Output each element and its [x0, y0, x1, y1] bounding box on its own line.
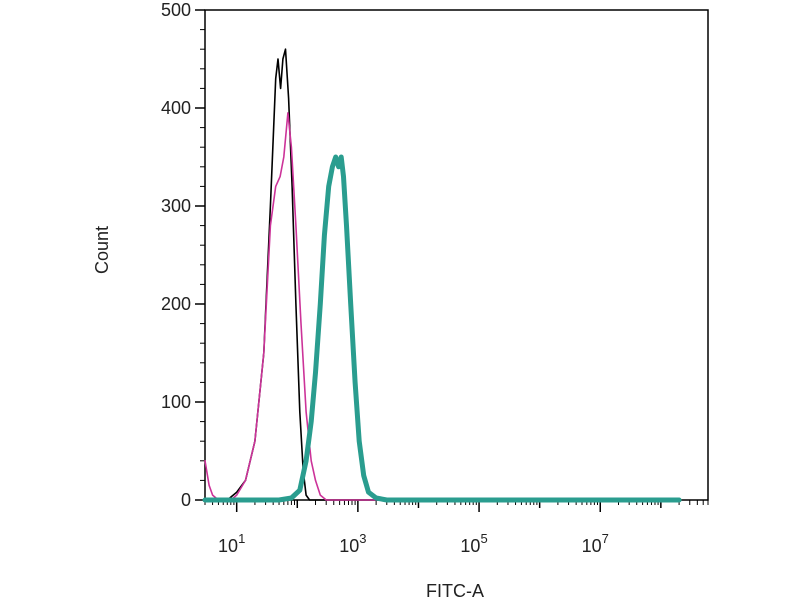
x-tick-base: 10	[218, 536, 238, 556]
x-tick-exponent: 7	[602, 531, 609, 546]
y-tick-label: 300	[161, 196, 191, 216]
histogram-series-3	[202, 154, 682, 503]
y-axis-title: Count	[92, 226, 112, 274]
y-tick-label: 500	[161, 0, 191, 20]
x-tick-label: 105	[460, 531, 487, 556]
x-tick-label: 103	[339, 531, 366, 556]
y-tick-label: 0	[181, 490, 191, 510]
x-tick-exponent: 1	[238, 531, 245, 546]
series-group	[202, 48, 682, 503]
y-tick-label: 200	[161, 294, 191, 314]
x-axis-title: FITC-A	[426, 581, 484, 600]
histogram-series-1	[204, 48, 680, 501]
x-tick-exponent: 5	[480, 531, 487, 546]
histogram-series-2	[204, 112, 680, 501]
x-tick-base: 10	[460, 536, 480, 556]
y-tick-label: 100	[161, 392, 191, 412]
x-tick-label: 107	[582, 531, 609, 556]
x-tick-base: 10	[582, 536, 602, 556]
y-tick-label: 400	[161, 98, 191, 118]
x-tick-base: 10	[339, 536, 359, 556]
x-tick-label: 101	[218, 531, 245, 556]
x-tick-exponent: 3	[359, 531, 366, 546]
